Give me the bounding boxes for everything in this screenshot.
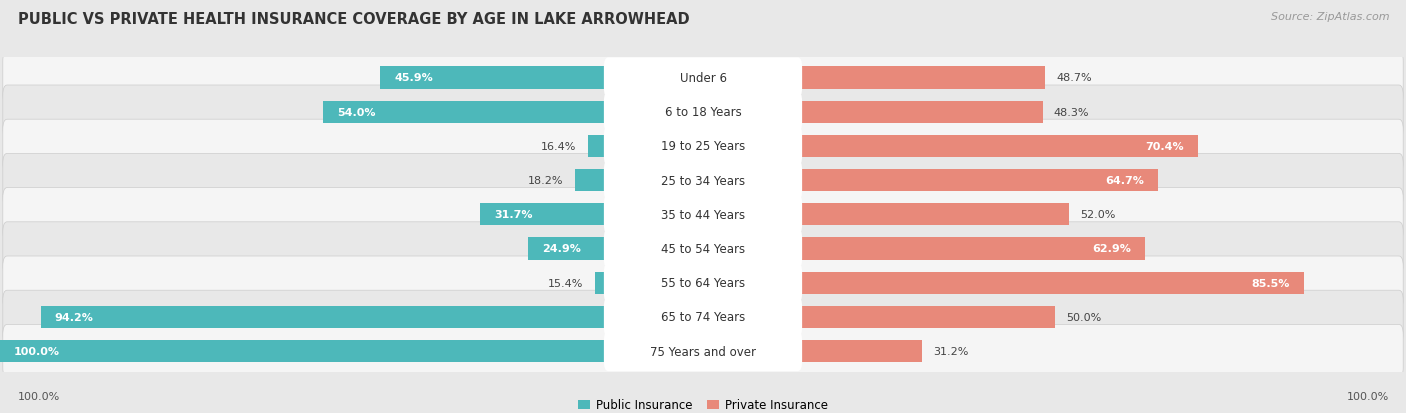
Legend: Public Insurance, Private Insurance: Public Insurance, Private Insurance	[574, 394, 832, 413]
Bar	[703, 170, 1159, 192]
Bar	[703, 306, 1054, 328]
FancyBboxPatch shape	[3, 222, 1403, 275]
Text: 55 to 64 Years: 55 to 64 Years	[661, 277, 745, 290]
FancyBboxPatch shape	[3, 120, 1403, 173]
Bar	[481, 204, 703, 226]
Text: Source: ZipAtlas.com: Source: ZipAtlas.com	[1271, 12, 1389, 22]
Text: 45 to 54 Years: 45 to 54 Years	[661, 242, 745, 255]
FancyBboxPatch shape	[3, 154, 1403, 207]
FancyBboxPatch shape	[605, 195, 801, 235]
Bar	[41, 306, 703, 328]
FancyBboxPatch shape	[3, 188, 1403, 241]
FancyBboxPatch shape	[605, 331, 801, 371]
Text: 85.5%: 85.5%	[1251, 278, 1291, 288]
Text: 15.4%: 15.4%	[548, 278, 583, 288]
FancyBboxPatch shape	[605, 297, 801, 337]
Text: Under 6: Under 6	[679, 72, 727, 85]
Bar	[703, 238, 1146, 260]
Bar	[703, 204, 1069, 226]
Text: 70.4%: 70.4%	[1146, 142, 1184, 152]
Bar	[595, 272, 703, 294]
FancyBboxPatch shape	[605, 263, 801, 303]
Text: 100.0%: 100.0%	[1347, 391, 1389, 401]
Text: 48.3%: 48.3%	[1054, 107, 1090, 117]
FancyBboxPatch shape	[3, 290, 1403, 344]
Text: 24.9%: 24.9%	[543, 244, 581, 254]
Text: 75 Years and over: 75 Years and over	[650, 345, 756, 358]
Bar	[323, 101, 703, 123]
FancyBboxPatch shape	[605, 229, 801, 269]
Text: PUBLIC VS PRIVATE HEALTH INSURANCE COVERAGE BY AGE IN LAKE ARROWHEAD: PUBLIC VS PRIVATE HEALTH INSURANCE COVER…	[18, 12, 690, 27]
Bar	[703, 67, 1045, 89]
FancyBboxPatch shape	[3, 256, 1403, 310]
Text: 54.0%: 54.0%	[337, 107, 375, 117]
Bar	[703, 135, 1198, 158]
Text: 100.0%: 100.0%	[14, 346, 60, 356]
Bar	[529, 238, 703, 260]
Text: 6 to 18 Years: 6 to 18 Years	[665, 106, 741, 119]
Text: 62.9%: 62.9%	[1092, 244, 1132, 254]
Text: 52.0%: 52.0%	[1080, 210, 1115, 220]
Bar	[380, 67, 703, 89]
FancyBboxPatch shape	[605, 93, 801, 133]
Bar	[703, 340, 922, 362]
FancyBboxPatch shape	[605, 58, 801, 98]
Text: 50.0%: 50.0%	[1066, 312, 1101, 322]
Text: 16.4%: 16.4%	[541, 142, 576, 152]
Text: 35 to 44 Years: 35 to 44 Years	[661, 208, 745, 221]
Bar	[703, 272, 1305, 294]
Text: 45.9%: 45.9%	[394, 73, 433, 83]
FancyBboxPatch shape	[3, 52, 1403, 105]
FancyBboxPatch shape	[3, 86, 1403, 139]
Bar	[588, 135, 703, 158]
Text: 65 to 74 Years: 65 to 74 Years	[661, 311, 745, 324]
Text: 48.7%: 48.7%	[1057, 73, 1092, 83]
Text: 31.2%: 31.2%	[934, 346, 969, 356]
FancyBboxPatch shape	[605, 126, 801, 166]
Text: 94.2%: 94.2%	[55, 312, 94, 322]
Bar	[575, 170, 703, 192]
Text: 18.2%: 18.2%	[529, 176, 564, 185]
Text: 25 to 34 Years: 25 to 34 Years	[661, 174, 745, 187]
Text: 100.0%: 100.0%	[18, 391, 60, 401]
Bar	[0, 340, 703, 362]
Bar	[703, 101, 1043, 123]
Text: 19 to 25 Years: 19 to 25 Years	[661, 140, 745, 153]
FancyBboxPatch shape	[605, 161, 801, 201]
Text: 31.7%: 31.7%	[495, 210, 533, 220]
FancyBboxPatch shape	[3, 325, 1403, 378]
Text: 64.7%: 64.7%	[1105, 176, 1144, 185]
